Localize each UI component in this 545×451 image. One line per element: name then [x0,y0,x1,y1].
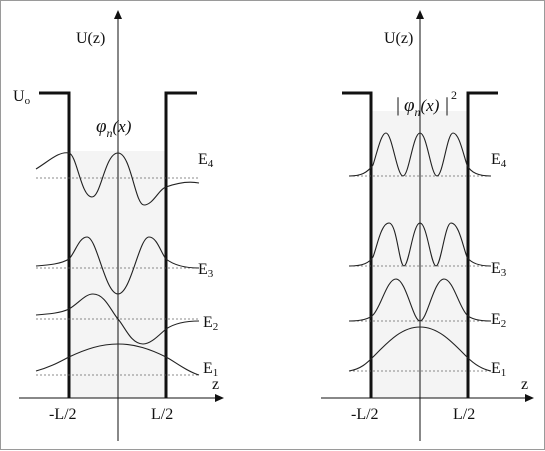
right-u-axis-label: U(z) [384,30,413,47]
density-abs-left-bar: | [396,94,400,116]
left-well-edge-label: -L/2 [49,406,77,423]
right-well-wall [164,91,197,398]
probability-density-curve-2 [348,278,492,322]
left-energy-label-2: E2 [203,314,218,333]
probability-density-curve-3 [348,222,492,267]
right-energy-label-3: E3 [491,260,507,279]
left-panel: U(z) Uo φn(x) E4 E3 E2 E1 z -L/2 L/2 [13,10,224,441]
right-well-edge-label: L/2 [151,406,173,423]
right-z-axis-label: z [521,376,528,393]
wavefunction-curve-2 [35,293,200,345]
left-energy-label-4: E4 [198,151,214,170]
left-potential-label: Uo [13,88,31,107]
density-exponent: 2 [451,88,457,102]
right-energy-label-1: E1 [491,360,506,379]
probability-density-curve-1 [348,326,492,372]
right-panel: U(z) | φn(x) | 2 E4 E3 E2 E1 z -L/2 L/2 [321,10,534,441]
right-energy-label-4: E4 [491,151,507,170]
right-energy-label-2: E2 [491,311,506,330]
left-u-axis-label: U(z) [76,30,105,47]
left-well-wall [342,91,373,398]
right-well-wall [466,91,498,398]
left-energy-label-1: E1 [203,360,218,379]
left-z-axis-label: z [212,376,219,393]
left-well-wall [39,91,71,398]
density-abs-right-bar: | [445,94,449,116]
wavefunction-curve-4 [35,152,200,206]
probability-density-curve-4 [348,132,492,177]
wavefunction-label: φn(x) [96,116,132,140]
wavefunction-curve-3 [35,236,200,295]
wavefunction-curve-1 [35,343,200,376]
right-well-edge-label: L/2 [453,406,475,423]
left-well-edge-label: -L/2 [351,406,379,423]
probability-density-label: φn(x) [404,95,440,119]
left-energy-label-3: E3 [198,261,214,280]
